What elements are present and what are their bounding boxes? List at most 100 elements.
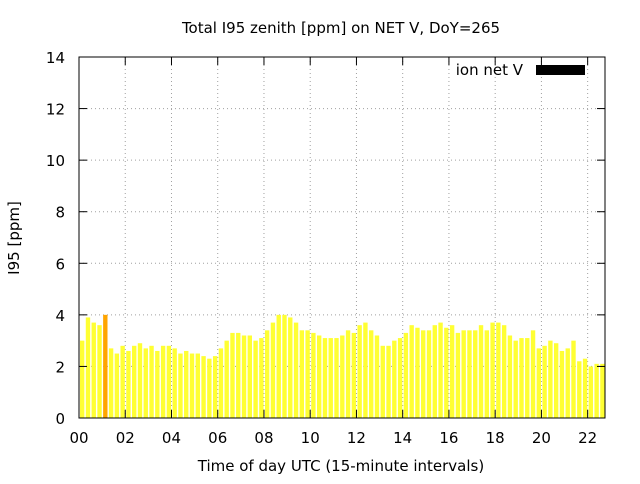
bar <box>421 330 426 418</box>
bar <box>288 317 293 418</box>
y-tick-label: 14 <box>46 49 65 67</box>
bar <box>241 335 247 418</box>
bar <box>363 322 368 418</box>
bar <box>137 343 143 418</box>
bar <box>224 340 229 418</box>
y-tick-label: 0 <box>55 410 65 428</box>
bar <box>230 332 235 418</box>
bar <box>357 325 362 418</box>
bar <box>103 314 108 418</box>
y-tick-label: 8 <box>55 204 65 222</box>
bar <box>276 314 281 418</box>
bar <box>386 345 391 418</box>
y-axis-label: I95 [ppm] <box>5 201 23 275</box>
bar <box>160 345 166 418</box>
bar <box>120 345 125 418</box>
bar <box>478 325 484 418</box>
bar <box>380 345 385 418</box>
bar <box>247 335 253 418</box>
legend: ion net V <box>456 61 585 79</box>
bar <box>594 363 599 418</box>
bar <box>548 340 553 418</box>
bar <box>114 353 120 418</box>
y-tick-label: 6 <box>55 255 65 273</box>
x-tick-label: 10 <box>301 429 320 447</box>
bar <box>299 330 305 418</box>
bar <box>374 335 380 418</box>
bar <box>126 350 131 418</box>
bar <box>270 322 276 418</box>
x-tick-label: 12 <box>347 429 366 447</box>
bar <box>149 345 154 418</box>
grid-lines <box>79 57 605 418</box>
bar <box>559 350 565 418</box>
x-tick-label: 22 <box>578 429 597 447</box>
bar <box>282 314 287 418</box>
bar <box>530 330 536 418</box>
bar <box>513 340 518 418</box>
bar <box>207 358 212 418</box>
bar <box>501 325 507 418</box>
bar <box>467 330 472 418</box>
bar <box>253 340 258 418</box>
chart-title: Total I95 zenith [ppm] on NET V, DoY=265 <box>181 19 500 37</box>
bar <box>565 348 570 418</box>
bar <box>345 330 351 418</box>
y-tick-label: 4 <box>55 307 65 325</box>
bar <box>542 345 547 418</box>
x-tick-label: 20 <box>532 429 551 447</box>
axis-ticks <box>78 56 605 419</box>
bar <box>108 348 114 418</box>
bar <box>305 330 310 418</box>
bar <box>588 366 594 418</box>
bar <box>132 345 137 418</box>
bar <box>259 338 264 418</box>
bar <box>577 361 582 418</box>
bar <box>461 330 466 418</box>
bar <box>455 332 461 418</box>
bar <box>201 356 206 418</box>
bar <box>322 338 328 418</box>
bar <box>571 340 576 418</box>
bar <box>311 332 316 418</box>
x-tick-label: 08 <box>254 429 273 447</box>
bar <box>525 338 530 418</box>
bar <box>519 338 524 418</box>
bar <box>184 350 189 418</box>
bar <box>444 327 449 418</box>
x-tick-label: 16 <box>439 429 458 447</box>
bar <box>392 340 397 418</box>
bar <box>600 363 605 418</box>
bar <box>80 340 85 418</box>
bar <box>553 343 559 418</box>
bar <box>397 338 403 418</box>
bar <box>351 332 357 418</box>
bar <box>97 325 102 418</box>
x-axis-label: Time of day UTC (15-minute intervals) <box>197 457 484 475</box>
bar <box>496 322 501 418</box>
bar <box>415 327 420 418</box>
y-tick-label: 10 <box>46 152 65 170</box>
bar <box>293 322 299 418</box>
bar <box>212 356 218 418</box>
legend-swatch <box>536 65 585 75</box>
x-tick-label: 02 <box>116 429 135 447</box>
bar <box>143 348 148 418</box>
bar <box>172 348 177 418</box>
bar <box>236 332 241 418</box>
y-tick-label: 12 <box>46 101 65 119</box>
bar <box>91 322 96 418</box>
bar <box>403 332 409 418</box>
bar <box>189 353 195 418</box>
bar <box>195 353 200 418</box>
bar <box>218 348 224 418</box>
bar <box>340 335 345 418</box>
bar <box>582 358 588 418</box>
bar <box>426 330 432 418</box>
bar <box>316 335 322 418</box>
bar <box>409 325 414 418</box>
bar <box>166 345 172 418</box>
x-tick-label: 04 <box>162 429 181 447</box>
